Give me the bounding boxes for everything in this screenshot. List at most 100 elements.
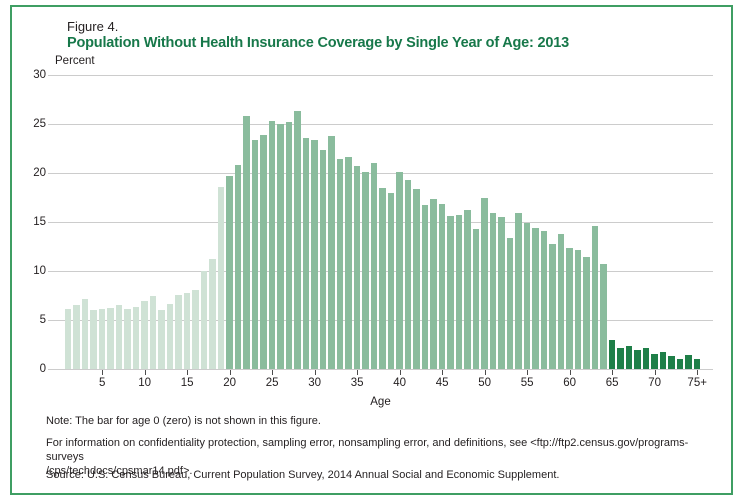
bar-age-13 bbox=[166, 304, 174, 369]
bar-age-32 bbox=[328, 135, 335, 369]
note-confidentiality-line1: For information on confidentiality prote… bbox=[46, 437, 689, 463]
bar-age-45 bbox=[438, 204, 446, 369]
bar-age-42 bbox=[413, 188, 420, 369]
bar-age-57 bbox=[540, 230, 548, 369]
bar-age-44 bbox=[430, 199, 437, 369]
bar-age-15 bbox=[183, 292, 191, 369]
bar-age-74 bbox=[685, 355, 692, 369]
bar-age-65 bbox=[608, 339, 616, 369]
note-confidentiality-line2: /cps/techdocs/cpsmar14.pdf>. bbox=[46, 465, 193, 477]
bar-age-51 bbox=[489, 213, 497, 369]
x-tick-65 bbox=[612, 370, 614, 375]
x-tick-label-65: 65 bbox=[605, 377, 619, 389]
x-tick-label-10: 10 bbox=[138, 377, 152, 389]
x-tick-label-30: 30 bbox=[308, 377, 322, 389]
bar-age-47 bbox=[455, 215, 463, 369]
bar-age-12 bbox=[158, 310, 165, 369]
bar-age-5 bbox=[98, 309, 106, 369]
x-tick-label-40: 40 bbox=[393, 377, 407, 389]
y-tick-label-10: 10 bbox=[33, 265, 46, 277]
x-tick-label-25: 25 bbox=[265, 377, 279, 389]
bar-age-27 bbox=[285, 122, 293, 369]
y-axis-title: Percent bbox=[55, 55, 95, 67]
bar-age-34 bbox=[345, 157, 352, 369]
bar-age-20 bbox=[226, 175, 233, 369]
bar-age-29 bbox=[302, 137, 310, 369]
x-tick-5 bbox=[102, 370, 104, 375]
x-tick-label-20: 20 bbox=[223, 377, 237, 389]
bar-age-66 bbox=[617, 348, 624, 369]
bar-age-67 bbox=[625, 346, 633, 369]
bar-age-41 bbox=[404, 179, 412, 369]
x-tick-35 bbox=[357, 370, 359, 375]
x-tick-label-45: 45 bbox=[435, 377, 449, 389]
bar-age-11 bbox=[149, 295, 157, 369]
bar-age-63 bbox=[591, 225, 599, 369]
bar-age-50 bbox=[481, 198, 488, 369]
bar-age-52 bbox=[498, 217, 505, 369]
bar-age-7 bbox=[115, 305, 123, 369]
bar-age-58 bbox=[549, 243, 556, 369]
bar-age-10 bbox=[141, 301, 148, 369]
bar-age-72 bbox=[668, 356, 675, 369]
y-tick-label-0: 0 bbox=[39, 363, 46, 375]
note-age-zero: Note: The bar for age 0 (zero) is not sh… bbox=[46, 415, 321, 427]
bar-age-56 bbox=[532, 227, 539, 369]
bar-age-14 bbox=[175, 294, 182, 369]
x-tick-45 bbox=[442, 370, 444, 375]
x-tick-25 bbox=[272, 370, 274, 375]
bar-age-37 bbox=[370, 163, 378, 369]
bar-age-26 bbox=[277, 124, 284, 369]
figure-title: Population Without Health Insurance Cove… bbox=[67, 35, 569, 51]
y-tick-label-30: 30 bbox=[33, 69, 46, 81]
bar-age-70 bbox=[651, 354, 658, 369]
bar-age-59 bbox=[557, 233, 565, 369]
bar-age-30 bbox=[311, 139, 318, 369]
x-tick-70 bbox=[654, 370, 656, 375]
y-tick-label-15: 15 bbox=[33, 216, 46, 228]
x-tick-60 bbox=[569, 370, 571, 375]
bar-age-25 bbox=[268, 121, 276, 369]
y-tick-label-5: 5 bbox=[39, 314, 46, 326]
bar-age-6 bbox=[107, 308, 114, 369]
bar-age-22 bbox=[243, 116, 250, 369]
x-tick-30 bbox=[314, 370, 316, 375]
bar-age-49 bbox=[472, 228, 480, 369]
x-tick-label-75+: 75+ bbox=[687, 377, 707, 389]
x-tick-55 bbox=[527, 370, 529, 375]
bar-age-24 bbox=[260, 134, 267, 369]
bar-age-23 bbox=[251, 139, 259, 369]
x-axis-title: Age bbox=[370, 396, 391, 408]
bar-age-75+ bbox=[693, 359, 701, 369]
bar-age-39 bbox=[387, 192, 395, 369]
x-tick-label-15: 15 bbox=[180, 377, 194, 389]
x-tick-label-70: 70 bbox=[648, 377, 662, 389]
bar-age-35 bbox=[353, 166, 361, 369]
figure-number: Figure 4. bbox=[67, 19, 119, 34]
bar-age-19 bbox=[217, 186, 225, 369]
bar-age-43 bbox=[421, 205, 429, 369]
bar-age-46 bbox=[447, 216, 454, 369]
bar-age-17 bbox=[200, 271, 208, 369]
note-confidentiality: For information on confidentiality prote… bbox=[46, 436, 716, 478]
bar-age-60 bbox=[566, 248, 573, 369]
x-tick-40 bbox=[399, 370, 401, 375]
gridline-0 bbox=[48, 369, 713, 370]
bar-age-16 bbox=[192, 289, 199, 369]
bar-age-38 bbox=[379, 187, 386, 369]
bar-age-2 bbox=[73, 305, 80, 369]
bar-age-18 bbox=[209, 259, 216, 369]
x-tick-20 bbox=[229, 370, 231, 375]
x-tick-label-55: 55 bbox=[520, 377, 534, 389]
bar-age-33 bbox=[336, 159, 344, 369]
x-tick-label-50: 50 bbox=[478, 377, 492, 389]
bar-age-68 bbox=[634, 350, 641, 369]
x-tick-50 bbox=[484, 370, 486, 375]
bar-age-8 bbox=[124, 309, 131, 369]
bar-age-64 bbox=[600, 264, 607, 369]
bar-age-21 bbox=[234, 165, 242, 369]
x-tick-15 bbox=[187, 370, 189, 375]
bar-age-3 bbox=[81, 299, 89, 369]
gridline-20 bbox=[48, 173, 713, 174]
